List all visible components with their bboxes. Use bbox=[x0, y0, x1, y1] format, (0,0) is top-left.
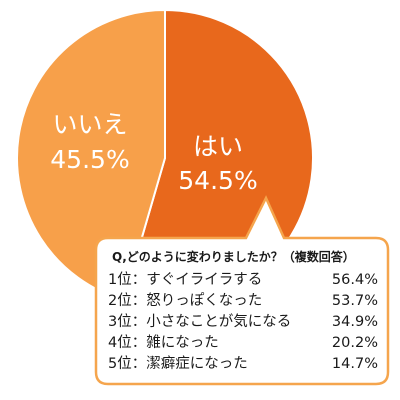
slice-value-label: 45.5% bbox=[50, 145, 129, 174]
ranking-percent: 20.2% bbox=[331, 335, 378, 351]
pie-slices bbox=[16, 8, 314, 307]
callout-bubble bbox=[94, 195, 390, 386]
ranking-list: 1位：すぐイライラする 56.4% 2位：怒りっぽくなった 53.7% 3位：小… bbox=[108, 270, 378, 375]
slice-label: はい bbox=[193, 132, 243, 161]
ranking-label: 1位：すぐイライラする bbox=[108, 272, 263, 288]
ranking-percent: 34.9% bbox=[331, 314, 378, 330]
slice-label: いいえ bbox=[52, 110, 127, 139]
ranking-row-4: 4位：雑になった 20.2% bbox=[108, 333, 378, 354]
callout-question: Q,どのように変わりましたか？（複数回答） bbox=[112, 250, 355, 264]
ranking-label: 2位：怒りっぽくなった bbox=[108, 293, 263, 309]
ranking-row-3: 3位：小さなことが気になる 34.9% bbox=[108, 312, 378, 333]
ranking-percent: 56.4% bbox=[331, 272, 378, 288]
callout-outline bbox=[94, 195, 390, 386]
ranking-row-2: 2位：怒りっぽくなった 53.7% bbox=[108, 291, 378, 312]
pie-slice-2 bbox=[16, 8, 166, 302]
ranking-row-5: 5位：潔癖症になった 14.7% bbox=[108, 354, 378, 375]
slice-value-label: 54.5% bbox=[178, 166, 257, 195]
ranking-row-1: 1位：すぐイライラする 56.4% bbox=[108, 270, 378, 291]
ranking-callout: Q,どのように変わりましたか？（複数回答） 1位：すぐイライラする 56.4% … bbox=[94, 195, 390, 386]
ranking-percent: 53.7% bbox=[331, 293, 378, 309]
ranking-label: 4位：雑になった bbox=[108, 335, 219, 351]
ranking-label: 5位：潔癖症になった bbox=[108, 356, 248, 372]
ranking-percent: 14.7% bbox=[331, 356, 378, 372]
ranking-label: 3位：小さなことが気になる bbox=[108, 314, 292, 330]
pie-labels: はい 54.5% いいえ 45.5% bbox=[50, 110, 257, 195]
